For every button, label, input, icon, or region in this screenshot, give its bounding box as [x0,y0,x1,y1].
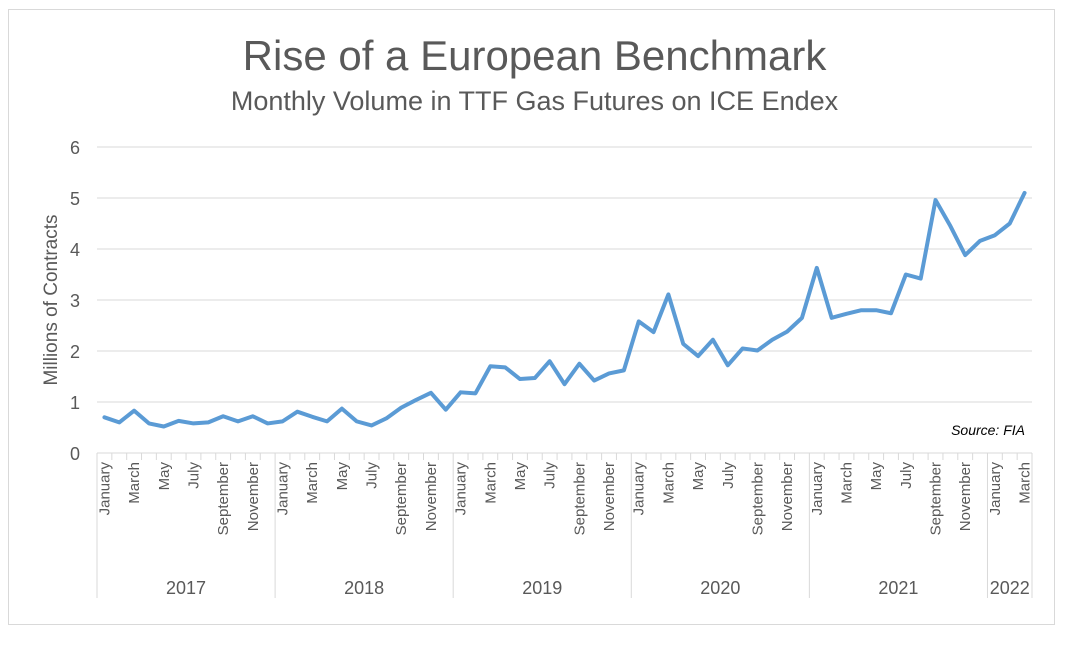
year-label: 2019 [522,578,562,598]
x-tick-label: January [453,462,470,516]
year-label: 2021 [878,578,918,598]
x-tick-label: November [779,462,796,531]
x-tick-label: July [720,462,737,489]
x-tick-label: September [749,462,766,535]
y-axis-label: Millions of Contracts [41,214,62,385]
chart-title: Rise of a European Benchmark [242,32,827,79]
x-tick-label: May [512,462,529,491]
y-tick-label: 5 [70,189,80,209]
x-tick-label: January [631,462,648,516]
year-label: 2018 [344,578,384,598]
year-label: 2017 [166,578,206,598]
y-tick-label: 4 [70,240,80,260]
y-tick-label: 6 [70,138,80,158]
y-tick-label: 1 [70,393,80,413]
x-tick-label: January [96,462,113,516]
x-tick-label: November [601,462,618,531]
x-tick-label: March [304,462,321,504]
y-tick-label: 2 [70,342,80,362]
x-tick-label: September [215,462,232,535]
x-tick-label: March [1017,462,1034,504]
x-tick-label: January [275,462,292,516]
year-label: 2022 [990,578,1030,598]
x-tick-label: March [838,462,855,504]
x-tick-label: March [126,462,143,504]
x-tick-label: May [868,462,885,491]
x-tick-label: May [156,462,173,491]
chart-subtitle: Monthly Volume in TTF Gas Futures on ICE… [230,86,839,116]
x-tick-label: September [393,462,410,535]
year-label: 2020 [700,578,740,598]
x-tick-label: January [987,462,1004,516]
x-tick-label: July [898,462,915,489]
x-tick-label: March [482,462,499,504]
x-tick-label: May [334,462,351,491]
x-tick-label: July [364,462,381,489]
chart-frame [8,9,1055,625]
x-tick-label: September [928,462,945,535]
x-tick-label: July [542,462,559,489]
x-tick-label: November [957,462,974,531]
y-tick-label: 0 [70,444,80,464]
x-tick-label: November [245,462,262,531]
x-tick-label: November [423,462,440,531]
x-tick-label: January [809,462,826,516]
source-annotation: Source: FIA [951,422,1025,438]
x-tick-label: March [660,462,677,504]
x-tick-label: May [690,462,707,491]
y-tick-label: 3 [70,291,80,311]
series-line [102,190,1027,429]
x-tick-label: July [185,462,202,489]
x-tick-label: September [571,462,588,535]
